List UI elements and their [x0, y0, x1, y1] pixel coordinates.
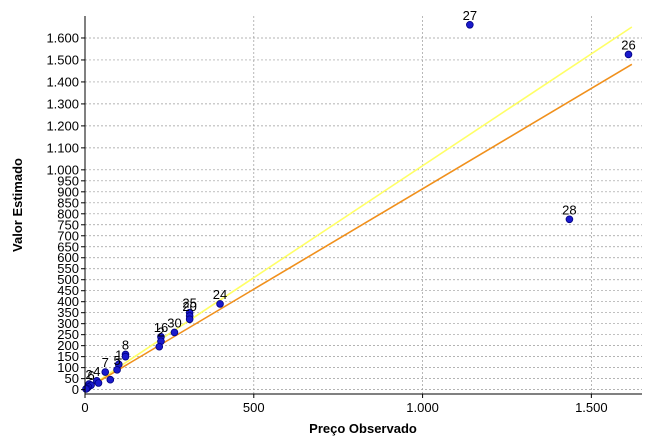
point-label: 20 [182, 299, 196, 314]
x-tick-label: 500 [243, 400, 265, 415]
data-point [466, 20, 474, 29]
y-tick-label: 1.300 [46, 96, 79, 111]
point-label: 27 [463, 8, 477, 23]
y-tick-label: 250 [57, 327, 79, 342]
y-tick-label: 950 [57, 173, 79, 188]
point-label: 24 [213, 287, 227, 302]
point-label: 5 [113, 353, 120, 368]
x-axis-title: Preço Observado [309, 421, 417, 436]
x-tick-label: 1.000 [406, 400, 439, 415]
point-label: 16 [154, 320, 168, 335]
data-point [216, 300, 224, 308]
point-label: 4 [93, 364, 100, 379]
y-tick-label: 600 [57, 250, 79, 265]
y-tick-label: 1.200 [46, 118, 79, 133]
y-tick-label: 1.000 [46, 162, 79, 177]
data-point [113, 366, 121, 374]
y-tick-label: 500 [57, 272, 79, 287]
y-tick-label: 1.400 [46, 74, 79, 89]
y-tick-label: 900 [57, 184, 79, 199]
data-point [155, 342, 164, 351]
data-points [82, 20, 633, 393]
tick-labels: 0501001502002503003504004505005506006507… [46, 30, 607, 415]
data-point [82, 385, 90, 393]
data-point [94, 379, 103, 387]
y-tick-label: 300 [57, 316, 79, 331]
point-label: 25 [182, 296, 196, 311]
point-label: 2 [85, 367, 92, 382]
y-tick-label: 1.100 [46, 140, 79, 155]
y-tick-label: 700 [57, 228, 79, 243]
point-label: 26 [621, 37, 635, 52]
axes [81, 16, 642, 398]
y-tick-label: 1.600 [46, 30, 79, 45]
point-label: 1 [115, 347, 122, 362]
point-label: 7 [102, 355, 109, 370]
y-tick-label: 550 [57, 261, 79, 276]
y-tick-label: 0 [72, 382, 79, 397]
y-tick-label: 450 [57, 283, 79, 298]
point-label: 2 [157, 324, 164, 339]
point-label: 30 [167, 315, 181, 330]
point-label: 8 [122, 337, 129, 352]
grid-lines [84, 16, 642, 394]
y-tick-label: 100 [57, 360, 79, 375]
y-tick-label: 50 [65, 371, 79, 386]
y-tick-label: 650 [57, 239, 79, 254]
y-axis-title: Valor Estimado [10, 158, 25, 252]
y-tick-label: 200 [57, 338, 79, 353]
point-label: 6 [87, 368, 94, 383]
x-tick-label: 1.500 [575, 400, 608, 415]
data-point [106, 375, 115, 384]
y-tick-label: 750 [57, 217, 79, 232]
point-label: 28 [562, 202, 576, 217]
data-point [170, 328, 179, 337]
data-point [624, 50, 633, 59]
y-tick-label: 150 [57, 349, 79, 364]
y-tick-label: 350 [57, 305, 79, 320]
data-point [121, 352, 130, 361]
data-point [101, 368, 110, 376]
x-tick-label: 0 [81, 400, 88, 415]
data-point [185, 315, 194, 324]
y-tick-label: 850 [57, 195, 79, 210]
y-tick-label: 1.500 [46, 52, 79, 67]
y-tick-label: 800 [57, 206, 79, 221]
y-tick-label: 400 [57, 294, 79, 309]
data-point [565, 215, 574, 224]
